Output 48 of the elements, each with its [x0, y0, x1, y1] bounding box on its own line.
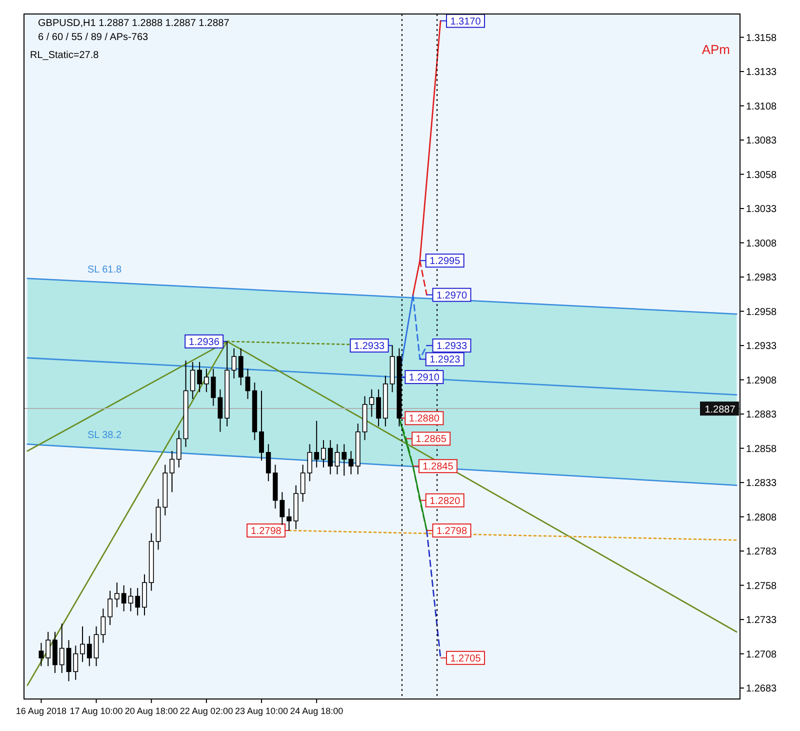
ref-line-label: 1.2887	[704, 404, 736, 416]
y-tick-label: 1.3108	[746, 101, 778, 112]
text: 6 / 60 / 55 / 89 / APs-763	[38, 32, 149, 43]
chart-title: GBPUSD,H1 1.2887 1.2888 1.2887 1.2887	[38, 18, 230, 29]
y-tick-label: 1.2808	[746, 512, 778, 524]
x-tick-label: 24 Aug 18:00	[290, 706, 344, 716]
annotation: 1.2910	[408, 372, 440, 384]
annotation: 1.2970	[436, 290, 468, 302]
y-tick-label: 1.2858	[746, 444, 778, 455]
x-tick-label: 16 Aug 2018	[16, 706, 66, 716]
x-tick-label: 20 Aug 18:00	[124, 706, 178, 716]
annotation: RL_Static=27.8	[30, 50, 100, 61]
y-tick-label: 1.2833	[746, 478, 778, 490]
annotation: 1.2933	[436, 341, 468, 352]
y-tick-label: 1.3133	[746, 67, 778, 78]
annotation: APm	[702, 42, 730, 57]
annotation: 1.3170	[450, 16, 482, 28]
y-tick-label: 1.2733	[746, 615, 778, 626]
annotation: 1.2705	[450, 653, 482, 664]
y-tick-label: 1.2783	[746, 546, 778, 558]
y-tick-label: 1.2933	[746, 341, 778, 352]
annotation: 1.2933	[354, 341, 386, 352]
y-tick-label: 1.2758	[746, 580, 778, 592]
y-tick-label: 1.2708	[746, 649, 778, 660]
y-tick-label: 1.3083	[746, 136, 778, 147]
annotation: 1.2880	[408, 414, 440, 425]
x-tick-label: 17 Aug 10:00	[70, 706, 123, 716]
y-tick-label: 1.2908	[746, 375, 778, 386]
annotation: 1.2936	[188, 336, 220, 348]
annotation: 1.2845	[422, 462, 454, 473]
annotation: 1.2798	[250, 526, 282, 537]
annotation: 1.2995	[430, 256, 461, 268]
annotation: 1.2798	[436, 526, 468, 537]
y-tick-label: 1.2883	[746, 410, 778, 421]
y-tick-label: 1.2983	[746, 272, 778, 284]
y-tick-label: 1.3033	[746, 204, 778, 216]
annotation: 1.2865	[416, 434, 447, 446]
series-label: SL 61.8	[87, 264, 122, 276]
y-tick-label: 1.3158	[746, 32, 778, 44]
y-tick-label: 1.2683	[746, 684, 778, 695]
y-tick-label: 1.3058	[746, 170, 778, 181]
y-tick-label: 1.3008	[746, 238, 778, 250]
x-tick-label: 23 Aug 10:00	[234, 706, 288, 716]
series-label: SL 38.2	[87, 430, 122, 442]
annotation: 1.2820	[430, 496, 461, 507]
annotation: 1.2923	[430, 354, 461, 366]
y-tick-label: 1.2958	[746, 306, 778, 318]
x-tick-label: 22 Aug 02:00	[180, 706, 233, 716]
